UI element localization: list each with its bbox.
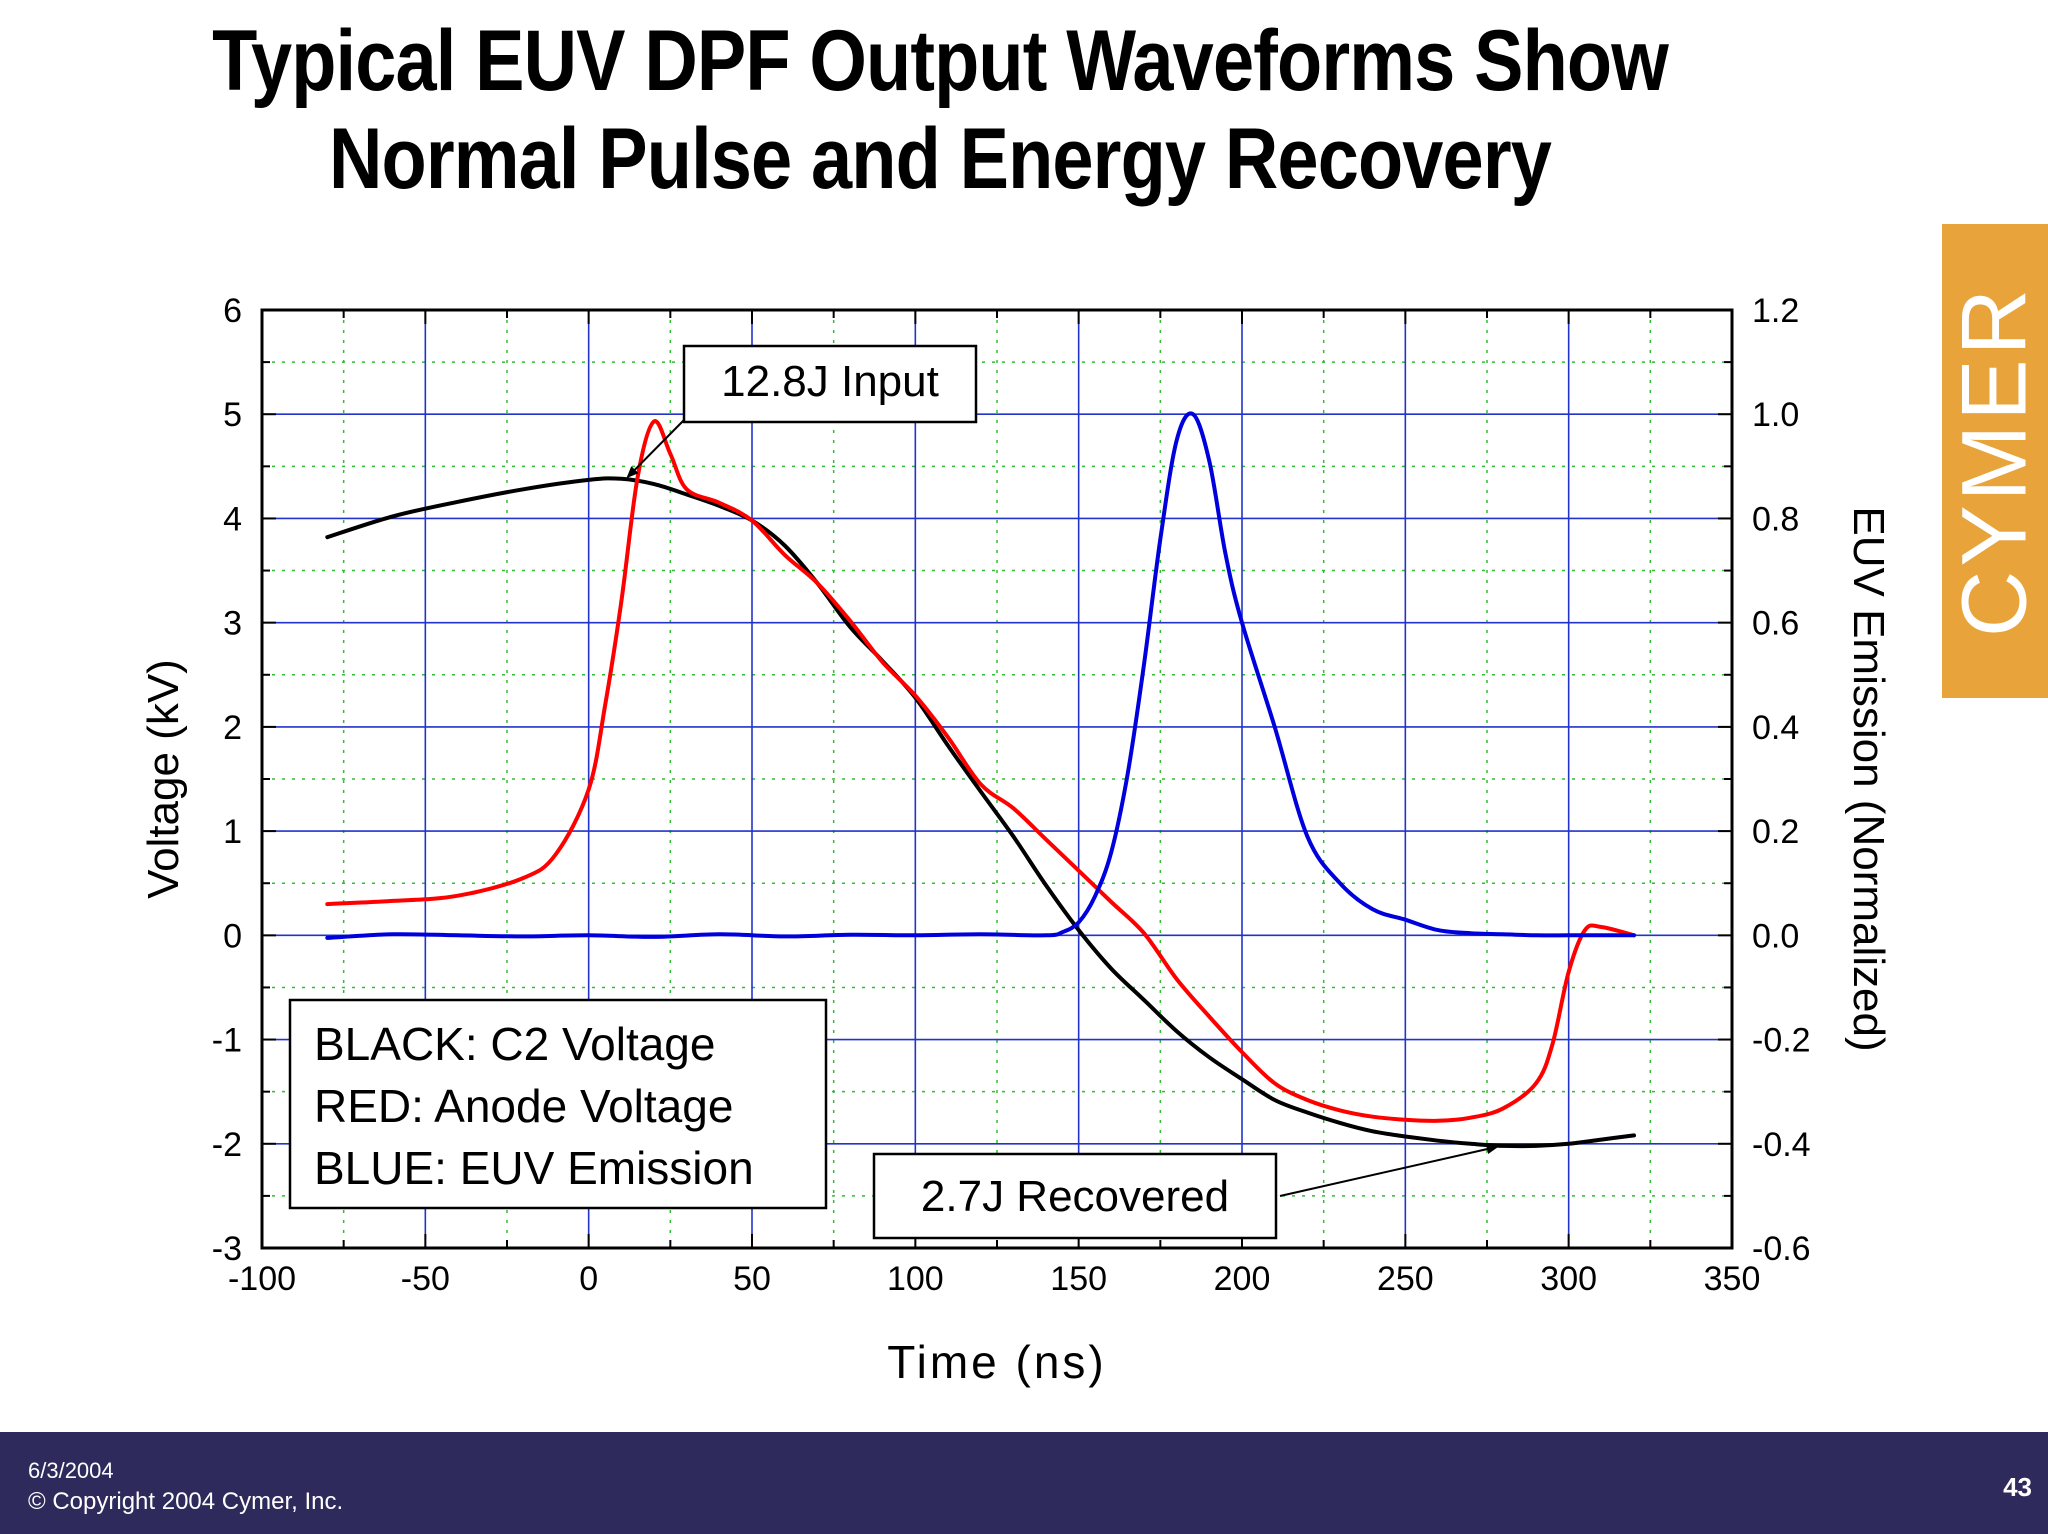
input-annotation-text: 12.8J Input — [721, 357, 939, 406]
y2-tick-label: 0.4 — [1752, 709, 1799, 747]
input-annotation-box — [682, 344, 978, 424]
x-tick-label: 0 — [579, 1260, 598, 1298]
axis-ticks — [261, 309, 1733, 1249]
legend-entry: BLACK: C2 Voltage — [314, 1018, 715, 1070]
input-annotation-arrow — [626, 419, 685, 479]
legend-box — [288, 998, 828, 1210]
y2-tick-label: 1.2 — [1752, 292, 1799, 330]
slide-title: Typical EUV DPF Output Waveforms Show No… — [132, 12, 1749, 208]
y2-tick-label: 0.8 — [1752, 500, 1799, 538]
y-tick-label: 4 — [223, 500, 242, 538]
x-tick-label: -50 — [401, 1260, 450, 1298]
x-tick-label: 300 — [1540, 1260, 1597, 1298]
legend-entry: RED: Anode Voltage — [314, 1080, 733, 1132]
y-tick-label: 5 — [223, 396, 242, 434]
axis-labels: -100 -50 0 50 100 150 200 250 300 350 -3 -2 -1 0 1 2 3 4 5… — [139, 292, 1893, 1388]
waveform-chart: 12.8J Input 2.7J Recovered BLACK: C2 Volt… — [139, 292, 1893, 1388]
y2-tick-label: -0.2 — [1752, 1022, 1811, 1060]
y-tick-label: 3 — [223, 605, 242, 643]
annotations: 12.8J Input 2.7J Recovered — [626, 344, 1499, 1240]
footer-copyright: © Copyright 2004 Cymer, Inc. — [28, 1488, 344, 1515]
series-lines — [325, 411, 1636, 1149]
legend: BLACK: C2 Voltage RED: Anode Voltage BLUE:… — [288, 998, 828, 1210]
y-tick-label: 1 — [223, 813, 242, 851]
y2-tick-label: 0.6 — [1752, 605, 1799, 643]
y-tick-label: 6 — [223, 292, 242, 330]
legend-entry: BLUE: EUV Emission — [314, 1142, 754, 1194]
y-tick-label: -3 — [212, 1230, 242, 1268]
cymer-logo: CYMER — [1942, 224, 2048, 698]
x-tick-label: 50 — [733, 1260, 771, 1298]
recovered-annotation-box — [872, 1152, 1278, 1240]
c2-voltage-line — [325, 476, 1636, 1149]
y-tick-label: -2 — [212, 1126, 242, 1164]
y-tick-label: 0 — [223, 917, 242, 955]
x-tick-label: 350 — [1704, 1260, 1761, 1298]
y2-tick-label: 0.0 — [1752, 917, 1799, 955]
title-line-1: Typical EUV DPF Output Waveforms Show — [212, 13, 1669, 109]
y-tick-label: 2 — [223, 709, 242, 747]
recovered-annotation-text: 2.7J Recovered — [921, 1172, 1229, 1221]
x-tick-label: 150 — [1050, 1260, 1107, 1298]
x-tick-label: 250 — [1377, 1260, 1434, 1298]
y-tick-label: -1 — [212, 1022, 242, 1060]
x-tick-label: 100 — [887, 1260, 944, 1298]
y-axis-title: Voltage (kV) — [139, 659, 188, 899]
footer-date: 6/3/2004 — [28, 1458, 114, 1483]
footer-bar: 6/3/2004 © Copyright 2004 Cymer, Inc. 43 — [0, 1432, 2048, 1534]
x-tick-label: -100 — [228, 1260, 296, 1298]
grid-lines — [262, 310, 1732, 1248]
y2-tick-label: -0.6 — [1752, 1230, 1811, 1268]
recovered-annotation-arrow — [1279, 1144, 1499, 1197]
x-tick-label: 200 — [1214, 1260, 1271, 1298]
y2-axis-title: EUV Emission (Normalized) — [1844, 506, 1893, 1051]
page-number: 43 — [2003, 1472, 2032, 1502]
euv-emission-line — [325, 411, 1636, 940]
title-line-2: Normal Pulse and Energy Recovery — [328, 111, 1552, 207]
logo-text: CYMER — [1943, 284, 2046, 638]
y2-tick-label: 0.2 — [1752, 813, 1799, 851]
y2-tick-label: -0.4 — [1752, 1126, 1811, 1164]
anode-voltage-line — [325, 419, 1636, 1123]
x-axis-title: Time (ns) — [887, 1336, 1107, 1388]
y2-tick-label: 1.0 — [1752, 396, 1799, 434]
chart-area: 12.8J Input 2.7J Recovered BLACK: C2 Volt… — [139, 292, 1893, 1388]
